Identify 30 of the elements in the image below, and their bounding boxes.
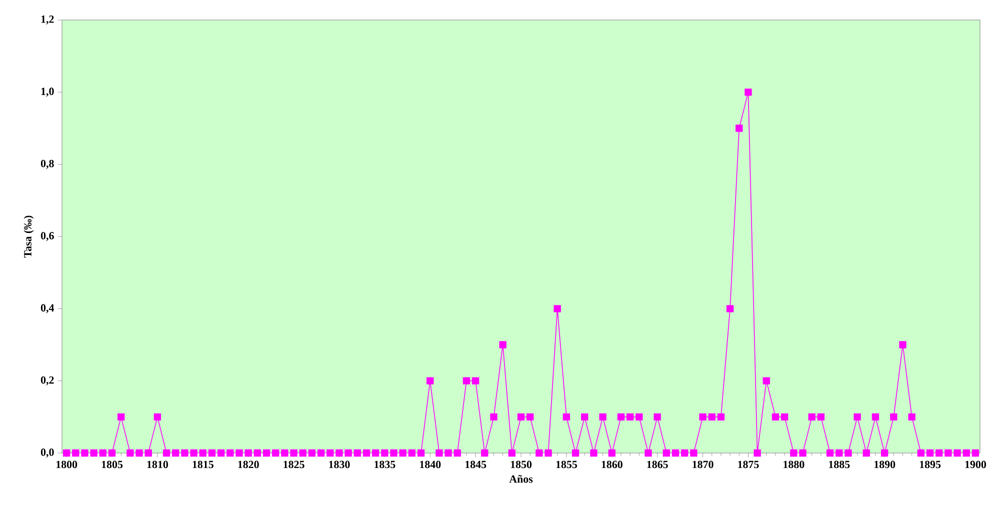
x-tick-label: 1885 <box>829 460 850 468</box>
x-tick-label: 1880 <box>784 460 804 468</box>
x-tick-label: 1800 <box>56 460 78 468</box>
x-tick-label: 1860 <box>602 460 622 468</box>
y-tick-label: 0,2 <box>40 376 54 386</box>
y-tick-label: 1,2 <box>41 16 54 24</box>
y-axis-title: Tasa (‰) <box>24 216 34 258</box>
y-tick-label: 1,0 <box>41 88 54 97</box>
x-tick-label: 1805 <box>102 460 123 468</box>
x-tick-label: 1845 <box>465 460 486 468</box>
y-tick-label: 0,6 <box>40 232 54 241</box>
x-tick-label: 1820 <box>238 460 259 468</box>
x-tick-label: 1835 <box>374 460 396 468</box>
x-tick-label: 1830 <box>329 460 350 468</box>
x-tick-label: 1870 <box>692 460 714 468</box>
x-tick-label: 1895 <box>920 460 941 468</box>
y-tick-label: 0,4 <box>40 304 54 314</box>
x-tick-label: 1900 <box>965 460 986 468</box>
x-tick-label: 1810 <box>147 460 168 468</box>
x-tick-label: 1825 <box>284 460 304 468</box>
x-tick-label: 1855 <box>556 460 578 468</box>
y-tick-label: 0,8 <box>40 160 54 169</box>
x-axis-title: Años <box>509 475 533 483</box>
y-tick-label: 0,0 <box>40 448 54 458</box>
x-tick-label: 1840 <box>420 460 441 468</box>
x-tick-label: 1875 <box>738 460 759 468</box>
x-tick-label: 1850 <box>510 460 532 468</box>
x-tick-label: 1865 <box>647 460 668 468</box>
x-tick-label: 1815 <box>192 460 214 468</box>
x-tick-label: 1890 <box>874 460 896 468</box>
